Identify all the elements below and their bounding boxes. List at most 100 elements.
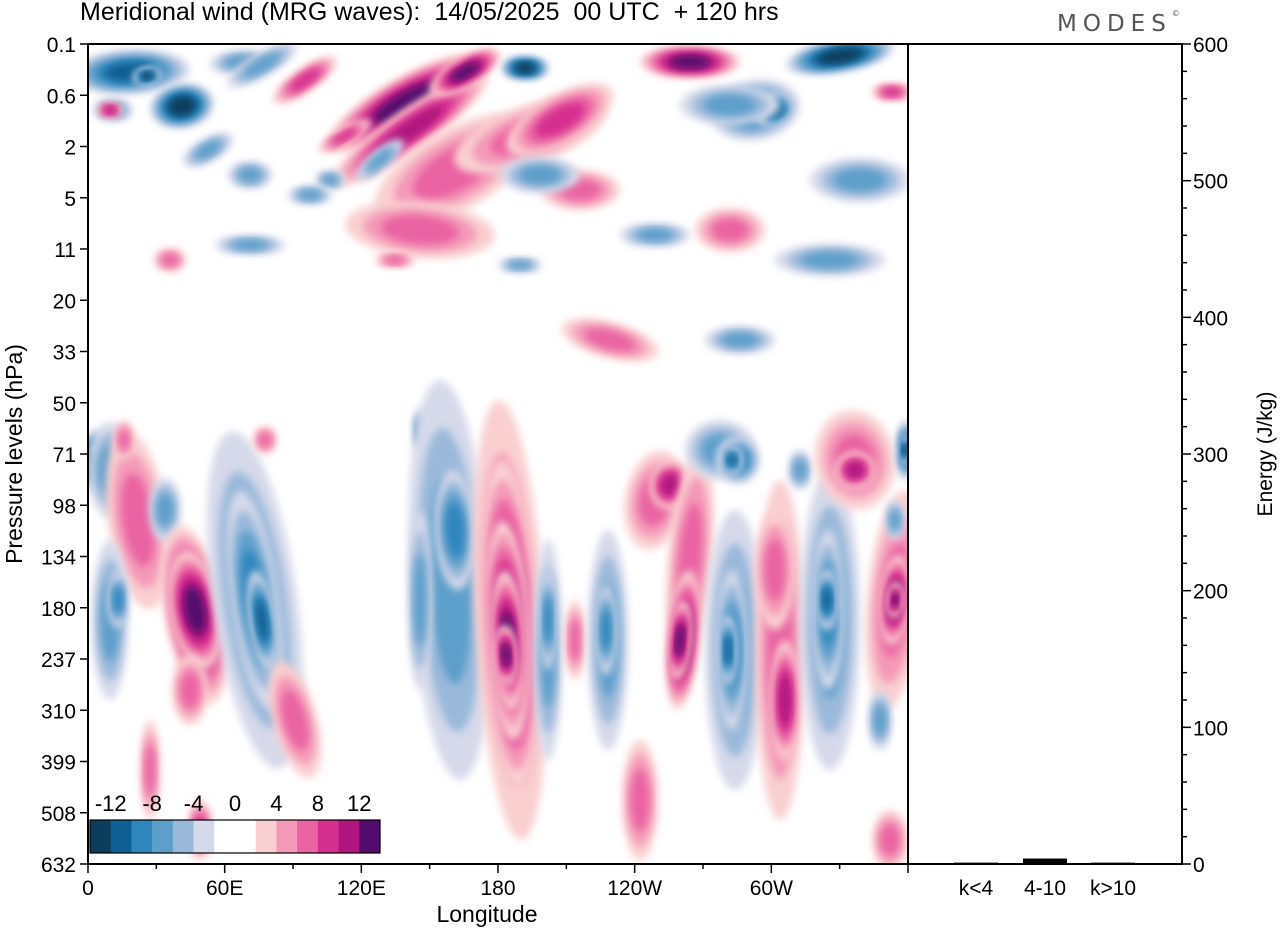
negative-wind-contour [818, 48, 862, 64]
positive-wind-contour [661, 474, 679, 496]
longitude-tick-label: 60E [206, 877, 243, 900]
positive-wind-contour [144, 744, 156, 796]
negative-wind-contour [704, 94, 756, 116]
negative-wind-contour [113, 587, 123, 613]
energy-panel: 0 100 200 300 400 500 600 Energy (J/kg) k<4 4-10 k… [954, 34, 1277, 900]
colorbar-swatch [255, 820, 277, 853]
positive-wind-contour [535, 102, 585, 138]
positive-wind-contour [121, 473, 155, 567]
colorbar-swatch [172, 820, 195, 853]
longitude-tick-label: 60W [750, 877, 793, 900]
pressure-tick-label: 98 [53, 495, 76, 518]
negative-wind-contour [889, 509, 901, 531]
colorbar-label: 0 [229, 791, 241, 816]
negative-wind-contour [515, 63, 535, 73]
pressure-tick-label: 50 [53, 393, 76, 416]
frame-border [87, 43, 1183, 865]
colorbar-swatch [90, 820, 112, 853]
longitude-tick-label: 120W [607, 877, 662, 900]
longitude-tick-label: 180 [480, 877, 515, 900]
pressure-tick-label: 310 [41, 700, 76, 723]
colorbar-swatch [235, 820, 257, 853]
negative-wind-contour [822, 587, 832, 613]
colorbar-swatch [338, 820, 360, 853]
pressure-tick-label: 33 [53, 342, 76, 365]
pressure-tick-label: 5 [64, 188, 76, 211]
negative-wind-contour [601, 609, 611, 651]
pressure-tick-label: 237 [41, 649, 76, 672]
positive-wind-contour [184, 586, 206, 634]
positive-wind-contour [569, 619, 581, 661]
negative-wind-contour [902, 444, 908, 456]
negative-wind-contour [636, 228, 674, 242]
pressure-tick-label: 399 [41, 752, 76, 775]
pressure-axis-label: Pressure levels (hPa) [1, 344, 27, 564]
chart-title: Meridional wind (MRG waves): 14/05/2025 00… [80, 0, 779, 27]
positive-wind-contour [381, 215, 459, 245]
negative-wind-contour [519, 165, 561, 185]
energy-tick-label: 100 [1193, 717, 1228, 740]
pressure-tick-label: 180 [41, 598, 76, 621]
negative-wind-contour [727, 454, 737, 466]
positive-wind-contour [675, 624, 685, 656]
negative-wind-contour [413, 553, 427, 647]
longitude-axis-label: Longitude [436, 901, 537, 927]
negative-wind-contour [508, 260, 532, 270]
negative-wind-contour [793, 459, 807, 481]
positive-wind-contour [373, 83, 437, 123]
negative-wind-contour [873, 704, 887, 736]
colorbar-swatch [110, 820, 132, 853]
negative-wind-contour [256, 598, 268, 642]
negative-wind-contour [724, 635, 732, 665]
contour-plot-area [88, 44, 908, 864]
positive-wind-contour [880, 824, 900, 856]
negative-wind-contour [801, 251, 859, 269]
longitude-axis: 0 60E 120E 180 120W 60W Longitude [82, 864, 909, 927]
negative-wind-contour [243, 53, 281, 77]
pressure-tick-label: 71 [53, 444, 76, 467]
brand-text: MODES [1057, 11, 1172, 37]
pressure-tick-label: 20 [53, 290, 76, 313]
colorbar-swatch [317, 820, 340, 853]
positive-wind-contour [584, 328, 636, 352]
colorbar-label: 4 [270, 791, 282, 816]
positive-wind-contour [384, 255, 406, 265]
negative-wind-contour [834, 168, 886, 192]
negative-wind-contour [194, 140, 222, 160]
positive-wind-contour [161, 253, 179, 267]
colorbar-frame [89, 819, 381, 854]
pressure-tick-label: 2 [64, 137, 76, 160]
positive-wind-contour [450, 62, 480, 82]
positive-wind-contour [281, 689, 309, 751]
negative-wind-contour [544, 597, 552, 643]
colorbar-swatch [297, 820, 319, 853]
energy-category-label: 4-10 [1024, 877, 1066, 900]
energy-tick-label: 200 [1193, 581, 1228, 604]
positive-wind-contour [180, 671, 200, 709]
pressure-tick-label: 632 [41, 854, 76, 877]
title-lead: + 120 hrs [673, 0, 779, 26]
energy-tick-label: 400 [1193, 307, 1228, 330]
pressure-tick-label: 11 [54, 239, 76, 262]
colorbar-label: 12 [347, 791, 371, 816]
negative-wind-contour [322, 174, 338, 186]
energy-category-label: k<4 [959, 877, 994, 900]
longitude-tick-label: 0 [82, 877, 94, 900]
negative-wind-contour [445, 502, 465, 558]
energy-category-label: k>10 [1090, 877, 1136, 900]
negative-wind-contour [141, 72, 153, 80]
brand-logo: MODES© [1057, 9, 1180, 37]
positive-wind-contour [846, 462, 864, 478]
colorbar-label: 8 [312, 791, 324, 816]
positive-wind-contour [630, 768, 650, 832]
negative-wind-contour [721, 332, 759, 348]
negative-wind-contour [156, 493, 174, 527]
positive-wind-contour [892, 592, 898, 608]
pressure-tick-label: 134 [41, 547, 76, 570]
negative-wind-contour [238, 167, 262, 183]
negative-wind-contour [367, 149, 393, 171]
pressure-axis: 0.1 0.6 2 5 11 20 33 50 71 98 134 180 237 310 399 508 63… [1, 34, 88, 877]
longitude-tick-label: 120E [337, 877, 386, 900]
energy-tick-label: 300 [1193, 444, 1228, 467]
colorbar-swatch [152, 820, 174, 853]
